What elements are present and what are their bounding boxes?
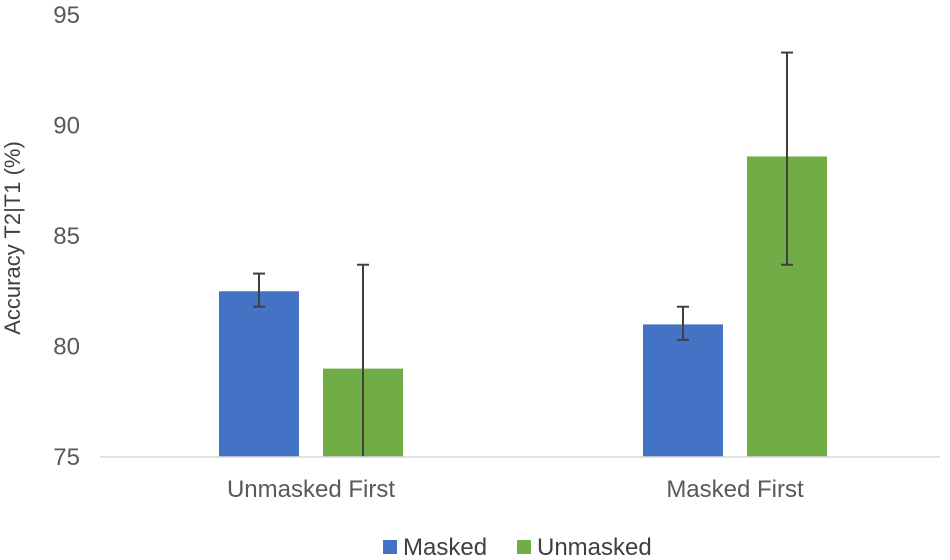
category-labels: Unmasked First Masked First (227, 476, 804, 503)
legend-swatch (383, 540, 397, 554)
legend-item-masked: Masked (383, 534, 487, 560)
legend-label: Masked (403, 534, 487, 560)
y-axis-title: Accuracy T2|T1 (%) (0, 141, 25, 335)
y-tick-label: 75 (53, 444, 80, 471)
legend-swatch (517, 540, 531, 554)
y-tick-label: 95 (53, 2, 80, 29)
x-category-label: Unmasked First (227, 476, 395, 503)
y-tick-label: 90 (53, 113, 80, 140)
error-bar-masked-1 (677, 305, 689, 341)
y-tick-label: 85 (53, 223, 80, 250)
bar-masked-1 (643, 324, 723, 457)
x-category-label: Masked First (666, 476, 804, 503)
y-tick-label: 80 (53, 334, 80, 361)
error-bar-unmasked-0 (357, 263, 369, 457)
legend: Masked Unmasked (383, 534, 652, 560)
bars (219, 156, 827, 457)
legend-item-unmasked: Unmasked (517, 534, 652, 560)
error-bar-unmasked-1 (781, 51, 793, 266)
y-axis-ticks: 75 80 85 90 95 (53, 2, 80, 471)
bar-masked-0 (219, 291, 299, 457)
error-bar-masked-0 (253, 272, 265, 308)
error-bars (253, 51, 793, 457)
legend-label: Unmasked (537, 534, 652, 560)
